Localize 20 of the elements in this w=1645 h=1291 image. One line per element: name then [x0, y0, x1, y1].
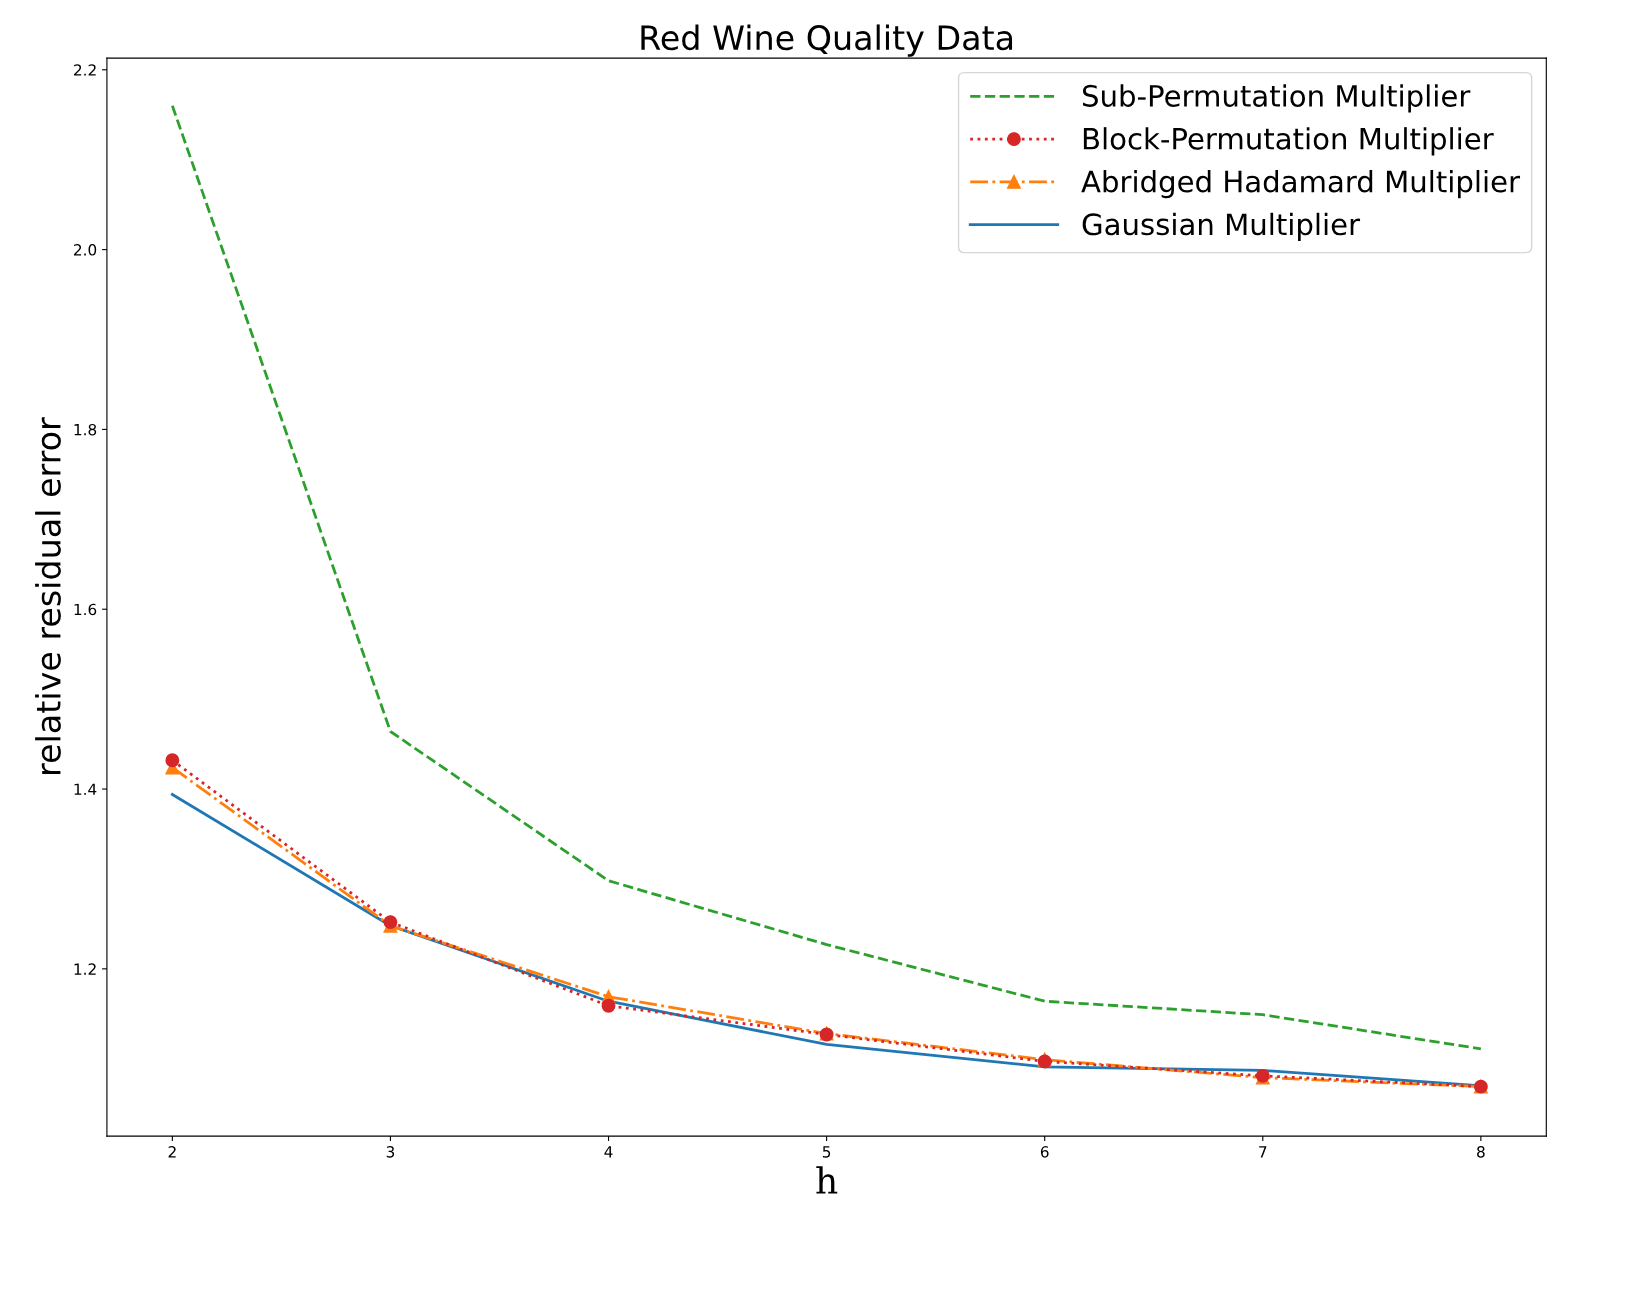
legend-label: Gaussian Multiplier	[1082, 212, 1361, 242]
y-tick-label: 1.8	[74, 423, 97, 436]
y-tick-label: 1.2	[74, 963, 96, 975]
x-tick-label: 5	[822, 1146, 831, 1158]
y-tick-label: 2.0	[74, 244, 97, 256]
chart-title: Red Wine Quality Data	[641, 24, 1013, 57]
x-tick-label: 7	[1259, 1146, 1267, 1158]
x-tick-label: 3	[386, 1146, 395, 1158]
y-tick-label: 1.4	[74, 783, 97, 795]
y-tick-label: 1.6	[74, 603, 97, 616]
legend-label: Sub-Permutation Multiplier	[1082, 84, 1471, 113]
x-axis-title: h	[816, 1166, 838, 1194]
y-axis-title: relative residual error	[35, 417, 61, 774]
x-tick-label: 2	[168, 1146, 176, 1158]
legend-label: Abridged Hadamard Multiplier	[1081, 169, 1521, 199]
x-tick-label: 4	[604, 1146, 613, 1158]
legend-label: Block-Permutation Multiplier	[1083, 127, 1494, 156]
y-tick-label: 2.2	[74, 64, 96, 76]
x-tick-label: 6	[1040, 1146, 1049, 1158]
x-tick-label: 8	[1477, 1146, 1485, 1158]
